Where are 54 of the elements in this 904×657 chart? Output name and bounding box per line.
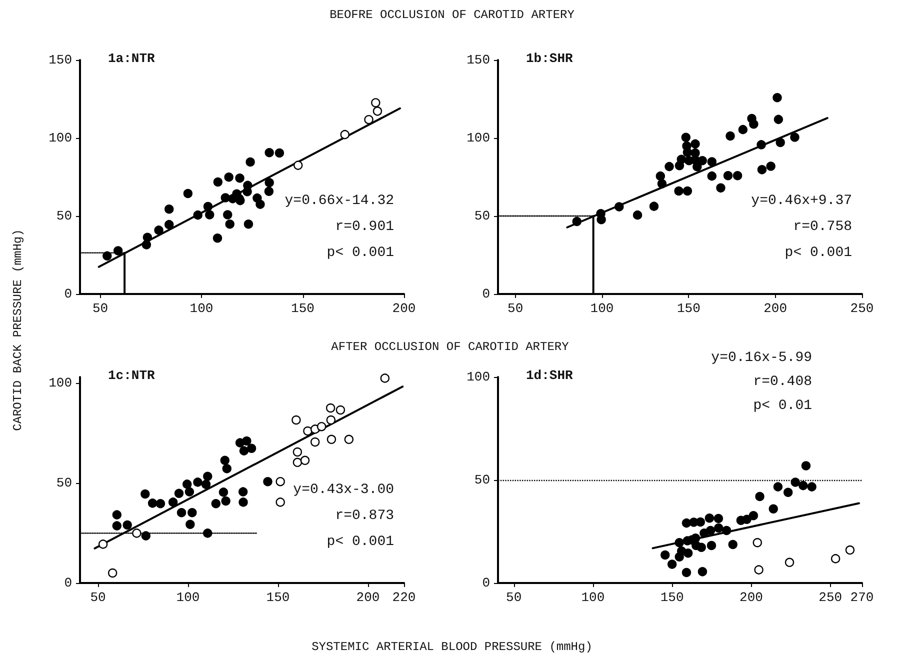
y-tick-label: 100 bbox=[48, 376, 72, 390]
annotation: p< 0.001 bbox=[326, 534, 394, 550]
x-tick-label: 50 bbox=[506, 590, 522, 605]
x-axis-title: SYSTEMIC ARTERIAL BLOOD PRESSURE (mmHg) bbox=[310, 640, 594, 654]
annotation: p< 0.01 bbox=[753, 398, 812, 414]
x-tick-label: 100 bbox=[590, 301, 614, 316]
y-tick-label: 100 bbox=[466, 130, 490, 146]
x-tick-label: 220 bbox=[392, 590, 416, 605]
y-tick-label: 0 bbox=[482, 286, 490, 302]
x-tick-label: 270 bbox=[850, 590, 874, 605]
x-tick-label: 50 bbox=[90, 590, 106, 605]
x-tick-label: 100 bbox=[176, 590, 200, 605]
y-tick-label: 0 bbox=[64, 576, 72, 590]
chart-subtitle: 1c:NTR bbox=[108, 368, 156, 383]
text: BEOFRE OCCLUSION OF CAROTID ARTERY bbox=[328, 8, 576, 22]
y-tick-label: 100 bbox=[48, 130, 72, 146]
y-axis-title: CAROTID BACK PRESSURE (mmHg) bbox=[11, 229, 25, 431]
y-tick-label: 0 bbox=[482, 576, 490, 590]
y-tick-label: 150 bbox=[466, 52, 490, 68]
y-tick-label: 100 bbox=[466, 370, 490, 384]
chart-subtitle: 1b:SHR bbox=[526, 51, 574, 66]
text: AFTER OCCLUSION OF CAROTID ARTERY bbox=[330, 340, 570, 354]
x-tick-label: 200 bbox=[392, 301, 416, 316]
y-tick-label: 150 bbox=[48, 52, 72, 68]
x-tick-label: 50 bbox=[508, 301, 524, 316]
x-tick-label: 150 bbox=[676, 301, 700, 316]
x-tick-label: 100 bbox=[581, 590, 605, 605]
annotation: p< 0.001 bbox=[326, 245, 394, 261]
annotation: r=0.758 bbox=[793, 219, 852, 235]
x-tick-label: 150 bbox=[660, 590, 684, 605]
x-tick-label: 50 bbox=[92, 301, 108, 316]
chart-subtitle: 1d:SHR bbox=[526, 368, 574, 383]
x-tick-label: 250 bbox=[850, 301, 874, 316]
annotation: y=0.46x+9.37 bbox=[751, 193, 852, 209]
y-tick-label: 50 bbox=[56, 476, 72, 490]
annotation: p< 0.001 bbox=[784, 245, 852, 261]
x-tick-label: 200 bbox=[764, 301, 788, 316]
y-tick-label: 50 bbox=[474, 472, 490, 488]
x-tick-label: 100 bbox=[190, 301, 214, 316]
x-tick-label: 150 bbox=[291, 301, 314, 316]
chart-subtitle: 1a:NTR bbox=[108, 51, 156, 66]
y-tick-label: 50 bbox=[56, 208, 72, 224]
x-tick-label: 250 bbox=[818, 590, 842, 605]
y-tick-label: 0 bbox=[64, 286, 72, 302]
annotation: r=0.873 bbox=[335, 508, 394, 524]
text: y=0.16x-5.99 bbox=[711, 350, 812, 366]
annotation: y=0.66x-14.32 bbox=[284, 193, 394, 209]
annotation: y=0.43x-3.00 bbox=[293, 482, 394, 498]
x-tick-label: 150 bbox=[266, 590, 290, 605]
annotation: r=0.408 bbox=[753, 374, 812, 390]
annotation: r=0.901 bbox=[335, 219, 394, 235]
x-tick-label: 200 bbox=[356, 590, 380, 605]
y-tick-label: 50 bbox=[474, 208, 490, 224]
x-tick-label: 200 bbox=[740, 590, 763, 605]
